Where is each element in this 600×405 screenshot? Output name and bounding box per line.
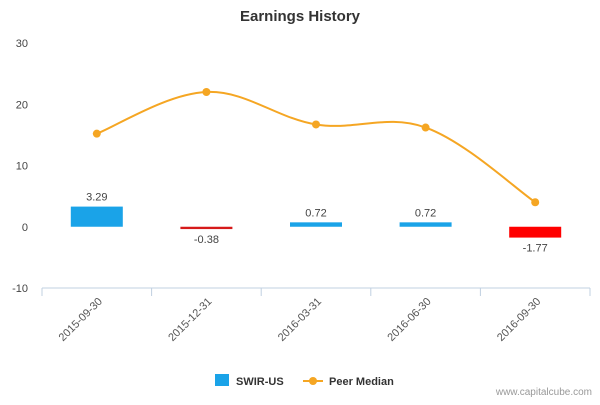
line-point	[312, 120, 320, 129]
bar-series: 3.29 -0.38 0.72 0.72 -1.77	[70, 192, 562, 255]
bar-data-label: -0.38	[194, 234, 219, 246]
bar-data-label: 0.72	[415, 207, 436, 219]
x-tick-label: 2016-06-30	[385, 296, 433, 344]
peer-median-line	[96, 90, 536, 204]
bar	[70, 206, 123, 227]
x-tick-label: 2016-03-31	[276, 296, 324, 344]
line-point	[202, 88, 211, 96]
y-tick-label: -10	[12, 283, 28, 295]
bar	[399, 222, 452, 227]
y-tick-label: 30	[16, 38, 28, 50]
legend-label: SWIR-US	[236, 376, 284, 388]
line-point	[531, 198, 540, 207]
chart-title: Earnings History	[240, 8, 361, 25]
line-point	[92, 129, 101, 138]
x-tick-label: 2015-09-30	[57, 296, 105, 344]
y-tick-label: 0	[22, 222, 28, 234]
bar	[509, 226, 562, 238]
x-tick-label: 2016-09-30	[495, 296, 543, 344]
credit-text: www.capitalcube.com	[495, 387, 592, 398]
bar-data-label: -1.77	[523, 243, 548, 255]
bar-data-label: 3.29	[86, 192, 107, 204]
bar	[180, 226, 233, 230]
y-tick-label: 20	[16, 99, 28, 111]
bar	[290, 222, 342, 227]
bar-data-label: 0.72	[305, 207, 326, 219]
y-tick-label: 10	[16, 161, 28, 173]
line-series	[92, 88, 540, 207]
x-tick-label: 2015-12-31	[166, 296, 214, 344]
legend: SWIR-US Peer Median	[215, 374, 394, 388]
legend-label: Peer Median	[329, 376, 394, 388]
legend-swatch-bar	[215, 374, 229, 386]
line-point	[421, 123, 430, 132]
legend-swatch-point	[309, 377, 317, 385]
